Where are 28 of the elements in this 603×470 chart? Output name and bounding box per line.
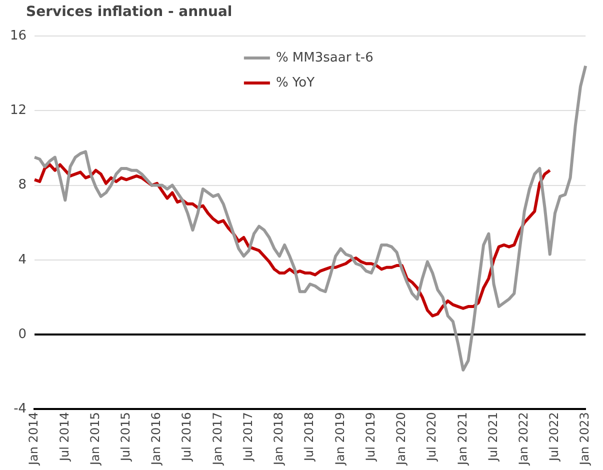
x-tick-label: Jul 2015 xyxy=(118,412,133,462)
x-tick-label: Jan 2015 xyxy=(88,412,102,466)
legend-label: % YoY xyxy=(276,75,315,90)
y-tick-label: 16 xyxy=(10,28,27,44)
x-tick-label: Jan 2022 xyxy=(516,412,530,466)
x-tick-label: Jan 2016 xyxy=(149,412,164,466)
y-tick-label: 0 xyxy=(18,326,27,342)
x-tick-label: Jul 2019 xyxy=(363,412,378,462)
x-tick-label: Jul 2020 xyxy=(424,412,439,462)
x-tick-label: Jul 2021 xyxy=(486,412,500,462)
x-tick-label: Jan 2018 xyxy=(272,412,286,466)
chart-title: Services inflation - annual xyxy=(26,4,232,20)
y-tick-label: 4 xyxy=(18,252,27,268)
x-tick-label: Jul 2018 xyxy=(302,412,316,462)
y-tick-label: -4 xyxy=(14,402,27,417)
x-tick-label: Jul 2014 xyxy=(57,412,72,462)
x-tick-label: Jan 2023 xyxy=(578,412,592,466)
x-tick-label: Jan 2017 xyxy=(210,412,224,466)
legend-label: % MM3saar t-6 xyxy=(276,50,374,66)
y-tick-label: 8 xyxy=(18,178,27,193)
x-tick-label: Jul 2022 xyxy=(547,412,562,462)
x-tick-label: Jul 2017 xyxy=(240,412,255,462)
x-tick-label: Jan 2019 xyxy=(332,412,347,466)
y-tick-label: 12 xyxy=(10,103,27,118)
x-tick-label: Jan 2014 xyxy=(26,412,41,466)
x-tick-label: Jan 2020 xyxy=(394,412,408,466)
x-tick-label: Jan 2021 xyxy=(455,412,470,466)
x-tick-label: Jul 2016 xyxy=(180,412,194,462)
